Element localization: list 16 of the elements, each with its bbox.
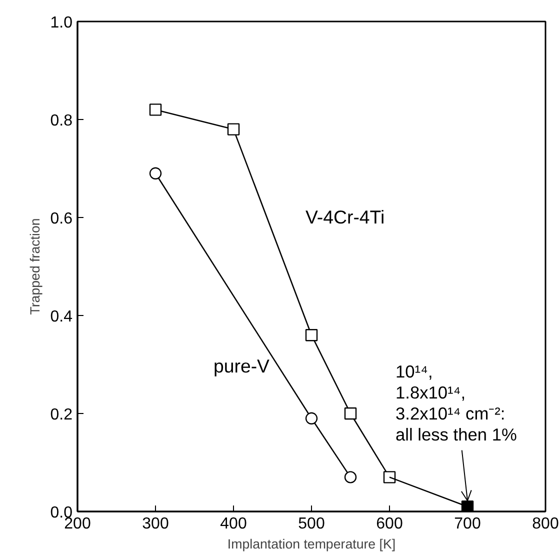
x-tick-label: 800 xyxy=(532,516,559,532)
x-tick-label: 700 xyxy=(454,516,481,532)
x-tick-label: 600 xyxy=(376,516,403,532)
y-tick-label: 0.4 xyxy=(50,308,73,326)
series-label: V-4Cr-4Ti xyxy=(306,206,385,228)
series-label: pure-V xyxy=(214,355,270,376)
y-axis-title: Trapped fraction xyxy=(27,218,42,315)
annotation: 10¹⁴, 1.8x10¹⁴, 3.2x10¹⁴ cm⁻²: all less then 1% xyxy=(396,362,517,445)
x-tick-label: 400 xyxy=(220,516,247,532)
x-tick-label: 500 xyxy=(298,516,325,532)
x-axis-title: Implantation temperature [K] xyxy=(227,536,396,552)
x-tick-label: 300 xyxy=(142,516,169,532)
y-tick-label: 0.2 xyxy=(50,406,73,424)
y-tick-label: 0.8 xyxy=(50,112,73,130)
y-tick-label: 0.6 xyxy=(50,210,73,228)
y-tick-label: 1.0 xyxy=(50,14,73,32)
